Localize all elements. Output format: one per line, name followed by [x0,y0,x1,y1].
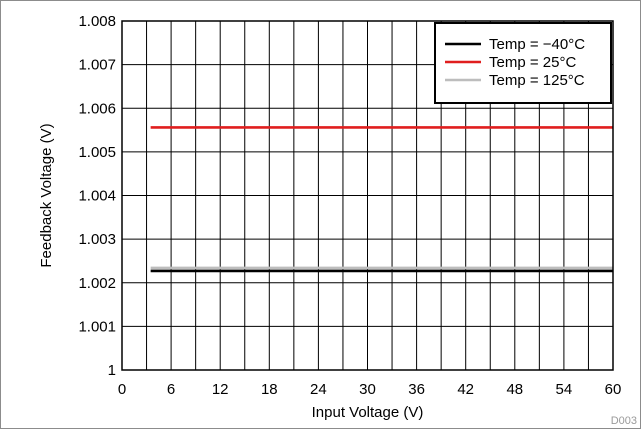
y-tick-label: 1.007 [78,57,116,74]
x-tick-label: 60 [605,381,622,398]
legend-label: Temp = 125°C [489,72,585,89]
y-tick-label: 1.005 [78,144,116,161]
x-tick-label: 18 [261,381,278,398]
y-tick-label: 1.001 [78,318,116,335]
x-tick-labels: 0 6 12 18 24 30 36 42 48 54 60 [118,381,622,398]
x-tick-label: 0 [118,381,126,398]
y-tick-label: 1.008 [78,13,116,30]
y-tick-label: 1.002 [78,275,116,292]
plot-area-border [121,20,614,371]
legend-label: Temp = 25°C [489,54,576,71]
x-tick-label: 24 [310,381,327,398]
figure-id: D003 [611,415,637,427]
y-tick-label: 1.004 [78,188,116,205]
series-lines [150,126,613,273]
x-tick-label: 48 [506,381,523,398]
grid-lines [122,21,613,370]
y-tick-labels: 1 1.001 1.002 1.003 1.004 1.005 1.006 1.007 1.00… [78,13,116,379]
x-tick-label: 12 [212,381,229,398]
legend-label: Temp = −40°C [489,36,585,53]
x-tick-label: 42 [457,381,474,398]
y-tick-label: 1.003 [78,231,116,248]
x-tick-label: 54 [556,381,573,398]
y-tick-label: 1.006 [78,100,116,117]
y-tick-label: 1 [108,362,116,379]
x-tick-label: 36 [408,381,425,398]
x-tick-label: 6 [167,381,175,398]
y-axis-title: Feedback Voltage (V) [38,123,55,267]
x-axis-title: Input Voltage (V) [312,404,424,421]
x-tick-label: 30 [359,381,376,398]
